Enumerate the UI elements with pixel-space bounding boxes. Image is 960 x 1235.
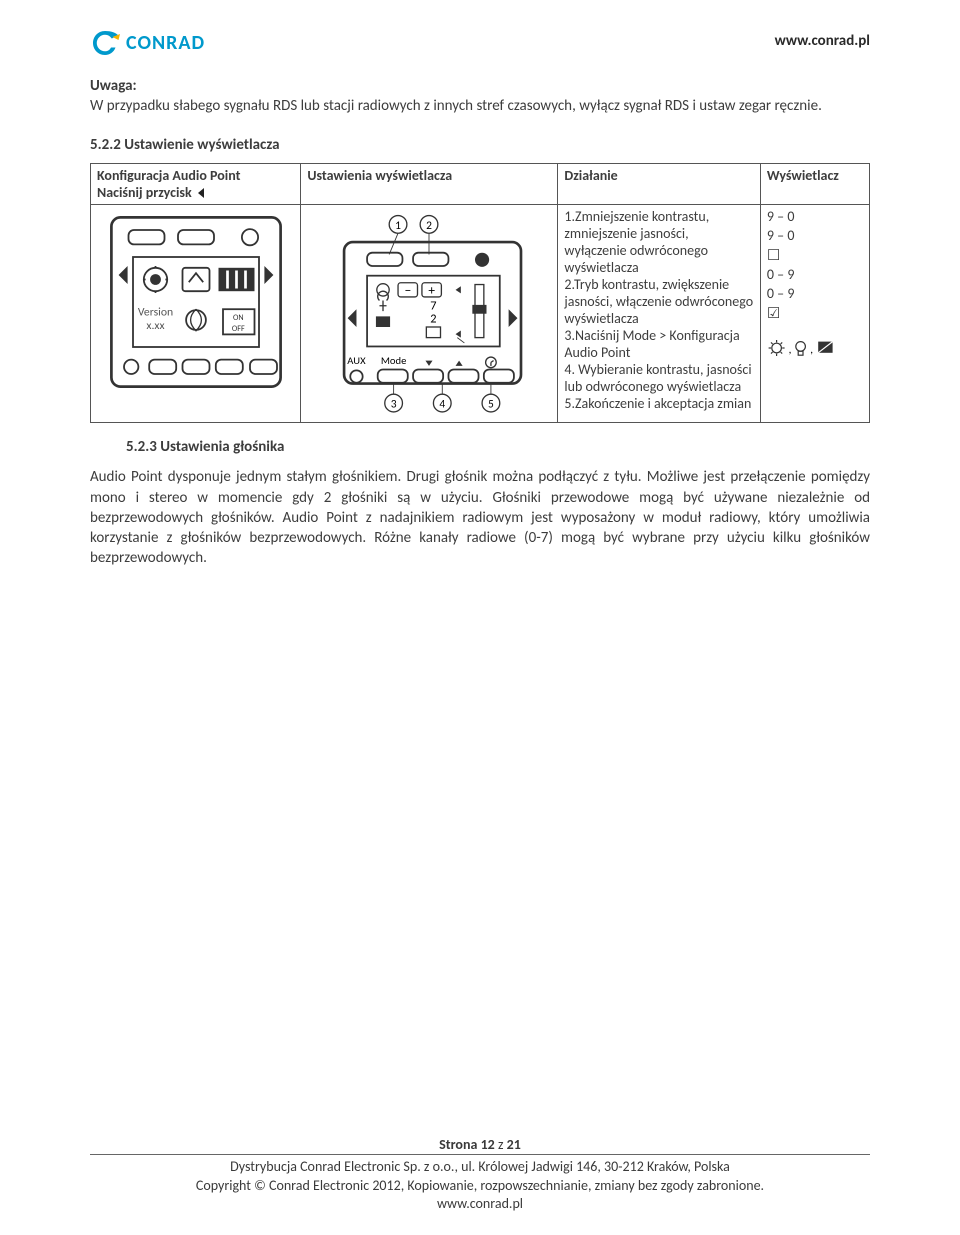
settings-table: Konfiguracja Audio Point Naciśnij przyci… (90, 163, 870, 423)
section-523-paragraph: Audio Point dysponuje jednym stałym głoś… (90, 467, 870, 568)
section-523-heading: 5.2.3 Ustawienia głośnika (126, 437, 870, 457)
val-2: 9 – 0 (767, 227, 863, 246)
logo-text: CONRAD (126, 31, 205, 55)
svg-text:ON: ON (233, 313, 244, 323)
footer-page: Strona 12 z 21 (0, 1136, 960, 1154)
version-label: Version (138, 305, 173, 319)
th-settings: Ustawienia wyświetlacza (301, 163, 558, 204)
svg-text:OFF: OFF (232, 324, 245, 334)
logo-swoosh-icon (90, 28, 120, 58)
header-url: www.conrad.pl (775, 32, 870, 50)
th-action: Działanie (558, 163, 761, 204)
table-header-row: Konfiguracja Audio Point Naciśnij przyci… (91, 163, 870, 204)
intro-paragraph: W przypadku słabego sygnału RDS lub stac… (90, 96, 870, 116)
icon-row: , , (767, 338, 863, 364)
val-3: ☐ (767, 246, 863, 266)
device-panel-2: 1 2 (314, 212, 544, 415)
svg-text:−: − (405, 281, 412, 298)
left-arrow-icon (195, 187, 207, 199)
page-footer: Strona 12 z 21 Dystrybucja Conrad Electr… (0, 1136, 960, 1213)
page-header: CONRAD www.conrad.pl (90, 28, 870, 58)
val-5: 0 – 9 (767, 285, 863, 304)
brightness-bulb-invert-icons: , , (767, 338, 839, 358)
svg-text:,: , (789, 343, 792, 357)
svg-text:2: 2 (431, 311, 437, 326)
svg-text:Mode: Mode (381, 354, 407, 367)
val-4: 0 – 9 (767, 266, 863, 285)
svg-text:2: 2 (426, 219, 432, 233)
svg-text:1: 1 (395, 219, 401, 233)
cell-panel1: Version x.xx ON OFF (91, 204, 301, 422)
footer-line3: www.conrad.pl (0, 1195, 960, 1213)
th-display: Wyświetlacz (760, 163, 869, 204)
version-value: x.xx (146, 319, 164, 333)
th-config-line1: Konfiguracja Audio Point (97, 167, 240, 184)
uwaga-label: Uwaga: (90, 76, 870, 96)
device-panel-1: Version x.xx ON OFF (106, 212, 286, 392)
table-row: Version x.xx ON OFF (91, 204, 870, 422)
th-config-line2: Naciśnij przycisk (97, 184, 192, 201)
svg-text:5: 5 (488, 397, 494, 411)
cell-values: 9 – 0 9 – 0 ☐ 0 – 9 0 – 9 ☑ (760, 204, 869, 422)
val-1: 9 – 0 (767, 208, 863, 227)
section-522-heading: 5.2.2 Ustawienie wyświetlacza (90, 135, 870, 155)
footer-line1: Dystrybucja Conrad Electronic Sp. z o.o.… (0, 1158, 960, 1176)
cell-panel2: 1 2 (301, 204, 558, 422)
th-config: Konfiguracja Audio Point Naciśnij przyci… (91, 163, 301, 204)
cell-actions: 1.Zmniejszenie kontrastu, zmniejszenie j… (558, 204, 761, 422)
svg-text:3: 3 (391, 397, 397, 411)
footer-divider (90, 1154, 870, 1155)
logo: CONRAD (90, 28, 205, 58)
svg-text:+: + (429, 281, 436, 298)
footer-line2: Copyright © Conrad Electronic 2012, Kopi… (0, 1177, 960, 1195)
svg-text:,: , (810, 343, 813, 357)
val-6: ☑ (767, 304, 863, 324)
svg-text:AUX: AUX (348, 354, 367, 367)
svg-text:4: 4 (440, 397, 446, 411)
